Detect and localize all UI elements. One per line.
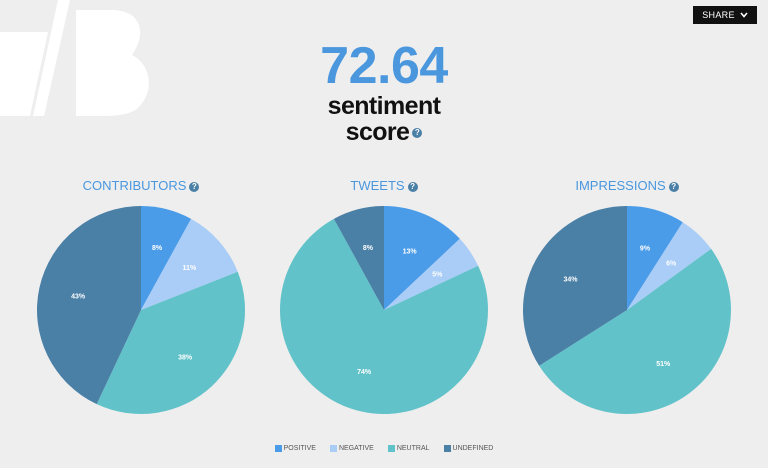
impressions-title-text: IMPRESSIONS xyxy=(575,178,666,193)
brand-logo xyxy=(0,0,149,116)
legend-label-negative: NEGATIVE xyxy=(338,445,374,452)
legend-label-undefined: UNDEFINED xyxy=(452,445,494,452)
contributors-slice-negative[interactable] xyxy=(141,218,238,310)
impressions-slice-negative[interactable] xyxy=(627,222,712,310)
tweets-label-positive: 13% xyxy=(403,248,418,255)
tweets-slice-neutral[interactable] xyxy=(280,218,488,414)
contributors-slice-undefined[interactable] xyxy=(37,206,141,405)
tweets-title-text: TWEETS xyxy=(350,178,405,193)
sentiment-score-value: 72.64 xyxy=(320,37,448,95)
impressions-label-positive: 9% xyxy=(640,246,651,253)
contributors-slice-positive[interactable] xyxy=(141,206,192,310)
tweets-label-neutral: 74% xyxy=(357,369,372,376)
impressions-label-neutral: 51% xyxy=(656,361,671,368)
legend-swatch-undefined xyxy=(443,445,451,452)
legend-swatch-positive xyxy=(274,445,282,452)
score-label-text: score xyxy=(345,118,410,146)
contributors-help-icon[interactable]: ? xyxy=(189,181,200,192)
legend-item-neutral[interactable]: NEUTRAL xyxy=(387,445,430,452)
contributors-label-neutral: 38% xyxy=(178,355,193,362)
legend-item-negative[interactable]: NEGATIVE xyxy=(329,445,374,452)
tweets-slice-negative[interactable] xyxy=(384,238,479,310)
impressions-help-icon[interactable]: ? xyxy=(668,181,679,192)
impressions-slice-undefined[interactable] xyxy=(523,206,627,366)
tweets-label-undefined: 8% xyxy=(363,245,374,252)
contributors-label-negative: 11% xyxy=(183,265,197,272)
contributors-title-text: CONTRIBUTORS xyxy=(82,178,187,193)
impressions-pie-chart: 9% 6% 51% 34% xyxy=(523,206,731,414)
impressions-title: IMPRESSIONS? xyxy=(527,178,727,193)
contributors-slice-neutral[interactable] xyxy=(96,271,246,415)
score-label-line1: sentiment xyxy=(327,92,441,120)
tweets-pie-chart: 13% 5% 74% 8% xyxy=(280,206,488,414)
impressions-slice-neutral[interactable] xyxy=(539,248,731,414)
score-label-line2: score? xyxy=(0,119,768,145)
share-label: SHARE xyxy=(702,10,735,20)
legend-item-positive[interactable]: POSITIVE xyxy=(274,445,316,452)
share-button[interactable]: SHARE xyxy=(693,6,757,24)
legend-swatch-neutral xyxy=(387,445,395,452)
chevron-down-icon xyxy=(740,12,748,18)
contributors-label-positive: 8% xyxy=(152,245,163,252)
impressions-label-negative: 6% xyxy=(666,260,677,267)
score-help-icon[interactable]: ? xyxy=(412,128,423,139)
tweets-label-negative: 5% xyxy=(432,271,443,278)
tweets-slice-positive[interactable] xyxy=(384,206,460,310)
legend-label-neutral: NEUTRAL xyxy=(396,445,430,452)
legend-label-positive: POSITIVE xyxy=(283,445,316,452)
legend-item-undefined[interactable]: UNDEFINED xyxy=(443,445,494,452)
contributors-label-undefined: 43% xyxy=(71,293,86,300)
contributors-title: CONTRIBUTORS? xyxy=(41,178,241,193)
legend-swatch-negative xyxy=(329,445,337,452)
sentiment-score-label: sentiment score? xyxy=(0,93,768,145)
impressions-slice-positive[interactable] xyxy=(627,206,683,310)
tweets-help-icon[interactable]: ? xyxy=(407,181,418,192)
contributors-pie-chart: 8% 11% 38% 43% xyxy=(37,206,246,415)
tweets-title: TWEETS? xyxy=(284,178,484,193)
chart-legend: POSITIVE NEGATIVE NEUTRAL UNDEFINED xyxy=(0,445,768,452)
impressions-label-undefined: 34% xyxy=(563,276,578,283)
tweets-slice-undefined[interactable] xyxy=(333,206,384,310)
